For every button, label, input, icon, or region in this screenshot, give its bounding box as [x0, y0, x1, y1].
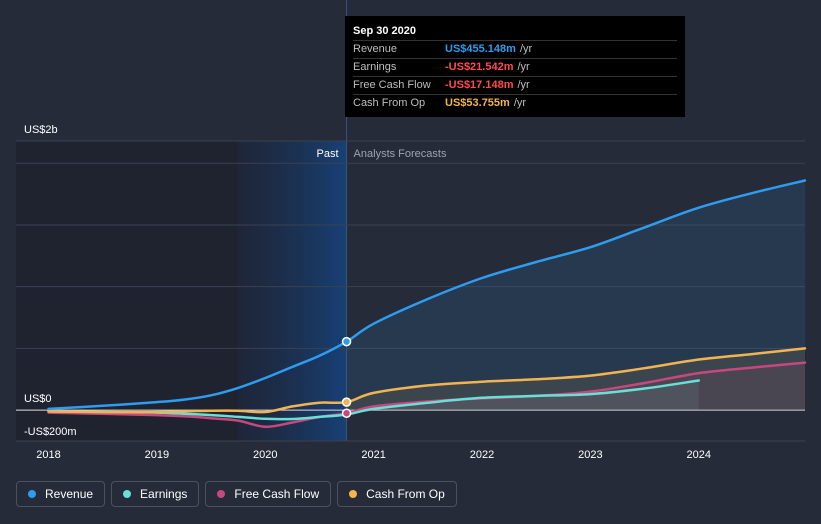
x-tick-label: 2023 — [578, 449, 602, 461]
series-line-cash-from-op — [47, 347, 807, 414]
y-tick-label: US$2b — [24, 124, 58, 136]
legend-label: Revenue — [45, 487, 94, 501]
x-tick-label: 2021 — [361, 449, 385, 461]
tooltip-row-value: US$455.148m — [445, 43, 516, 55]
series-area-revenue — [346, 180, 805, 411]
tooltip-row-revenue: Revenue US$455.148m /yr — [353, 41, 677, 59]
tooltip-row-value: -US$17.148m — [445, 79, 514, 91]
tooltip-date: Sep 30 2020 — [353, 24, 677, 41]
legend-item-cash-from-op[interactable]: Cash From Op — [337, 481, 457, 507]
legend-item-free-cash-flow[interactable]: Free Cash Flow — [205, 481, 332, 507]
label-layer: US$2b US$0 -US$200m 2018 2019 2020 2021 2022 202… — [24, 124, 711, 461]
legend-dot-icon — [123, 490, 132, 498]
series-marker-free-cash-flow — [341, 408, 352, 418]
tooltip-row-unit: /yr — [517, 61, 530, 73]
background-layer — [16, 0, 348, 441]
series-line-earnings — [47, 379, 701, 421]
y-tick-label: -US$200m — [24, 426, 77, 438]
forecast-label: Analysts Forecasts — [354, 148, 447, 160]
x-tick-label: 2024 — [687, 449, 711, 461]
legend-item-earnings[interactable]: Earnings — [111, 481, 200, 507]
tooltip-row-name: Revenue — [353, 43, 398, 55]
grid-layer — [16, 140, 805, 442]
x-tick-label: 2019 — [145, 449, 169, 461]
x-tick-label: 2018 — [36, 449, 60, 461]
legend-dot-icon — [217, 490, 226, 498]
tooltip-row-unit: /yr — [513, 97, 527, 109]
legend: Revenue Earnings Free Cash Flow Cash Fro… — [16, 481, 457, 507]
legend-label: Free Cash Flow — [234, 487, 320, 501]
tooltip-row-free-cash-flow: Free Cash Flow -US$17.148m /yr — [353, 77, 677, 95]
past-highlight-band — [238, 141, 347, 441]
y-tick-label: US$0 — [24, 393, 52, 405]
legend-label: Cash From Op — [366, 487, 445, 501]
marker-layer — [341, 336, 352, 418]
tooltip-row-cash-from-op: Cash From Op US$53.755m /yr — [353, 95, 677, 112]
tooltip-row-name: Cash From Op — [353, 97, 426, 109]
legend-dot-icon — [349, 490, 358, 498]
tooltip-row-unit: /yr — [517, 79, 530, 91]
area-layer — [346, 180, 805, 415]
tooltip-row-value: US$53.755m — [445, 97, 510, 109]
past-label: Past — [317, 148, 339, 160]
tooltip-row-name: Free Cash Flow — [353, 79, 431, 91]
series-area-cash-from-op — [346, 348, 805, 411]
x-tick-label: 2020 — [253, 449, 277, 461]
legend-label: Earnings — [140, 487, 188, 501]
legend-dot-icon — [28, 490, 36, 498]
series-marker-cash-from-op — [341, 397, 352, 407]
series-marker-revenue — [341, 336, 352, 347]
tooltip: Sep 30 2020 Revenue US$455.148m /yr Earn… — [345, 16, 685, 117]
tooltip-row-value: -US$21.542m — [445, 61, 514, 73]
x-tick-label: 2022 — [470, 449, 494, 461]
tooltip-row-earnings: Earnings -US$21.542m /yr — [353, 59, 677, 77]
legend-item-revenue[interactable]: Revenue — [16, 481, 106, 507]
tooltip-row-unit: /yr — [519, 43, 533, 55]
tooltip-row-name: Earnings — [353, 61, 397, 73]
